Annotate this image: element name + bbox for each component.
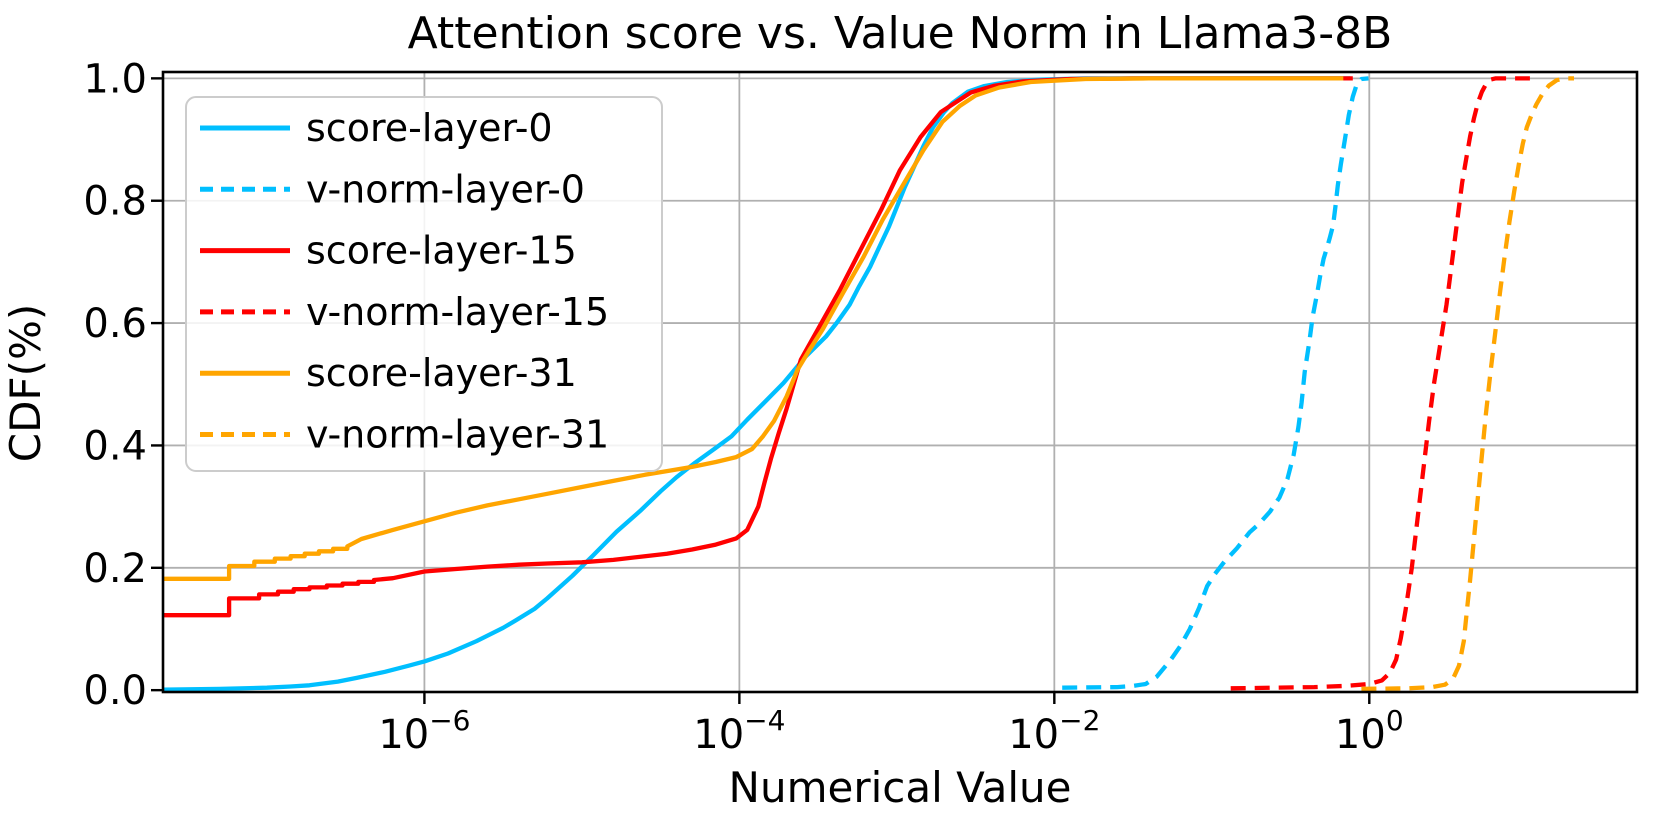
curve-score-layer-15 [163,76,1353,618]
legend-label-v-norm-layer-0: v-norm-layer-0 [306,167,585,211]
x-tick-label-3: 100 [1335,704,1404,758]
y-tick-label-4: 0.8 [83,179,147,225]
legend-label-v-norm-layer-15: v-norm-layer-15 [306,290,609,334]
curve-v-norm-layer-31 [1361,76,1574,692]
x-tick-label-2: 10−2 [1008,704,1100,758]
legend: score-layer-0 v-norm-layer-0 score-layer-1… [185,96,663,472]
plot-border [161,70,1639,694]
legend-item-v-norm-layer-31: v-norm-layer-31 [200,413,609,457]
x-tick-label-1: 10−4 [693,704,785,758]
legend-item-score-layer-15: score-layer-15 [200,229,577,273]
y-tick-label-5: 1.0 [83,56,147,102]
series-layer [162,76,1574,692]
legend-label-v-norm-layer-31: v-norm-layer-31 [306,413,609,457]
y-tick-label-0: 0.0 [83,668,147,714]
y-tick-label-1: 0.2 [83,546,147,592]
legend-item-v-norm-layer-15: v-norm-layer-15 [200,290,609,334]
x-tick-label-0: 10−6 [378,704,470,758]
curve-score-layer-0 [162,76,1351,692]
curve-v-norm-layer-15 [1230,76,1530,691]
legend-item-score-layer-0: score-layer-0 [200,106,553,150]
axes-layer: 10−6 10−4 10−2 100 0.0 0.2 0.4 0.6 0.8 1.0 [83,56,1639,758]
legend-box [185,96,663,472]
x-axis-label: Numerical Value [729,763,1072,812]
legend-label-score-layer-0: score-layer-0 [306,106,553,150]
curve-score-layer-31 [163,76,1344,581]
legend-item-v-norm-layer-0: v-norm-layer-0 [200,167,585,211]
y-axis-label: CDF(%) [1,304,50,463]
curve-v-norm-layer-0 [1062,76,1369,690]
legend-label-score-layer-31: score-layer-31 [306,351,577,395]
y-tick-label-2: 0.4 [83,423,147,469]
chart-title: Attention score vs. Value Norm in Llama3… [408,8,1393,59]
y-tick-label-3: 0.6 [83,301,147,347]
legend-label-score-layer-15: score-layer-15 [306,229,577,273]
legend-item-score-layer-31: score-layer-31 [200,351,577,395]
